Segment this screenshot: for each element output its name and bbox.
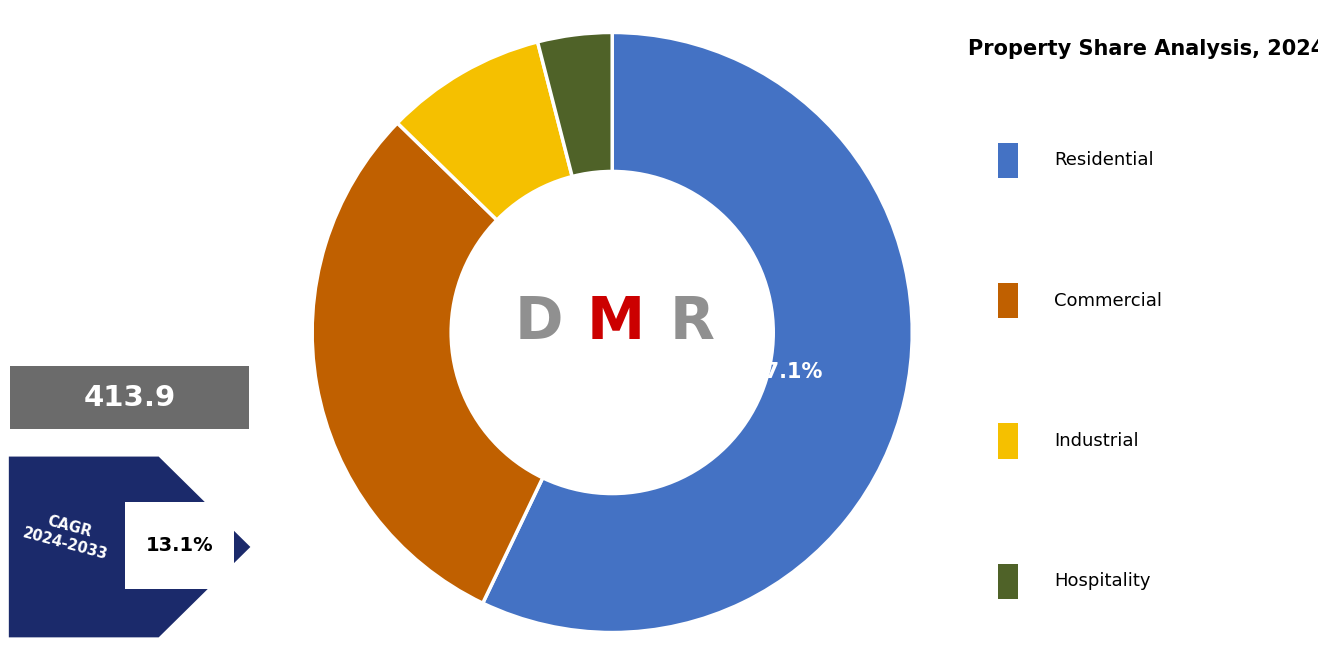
FancyBboxPatch shape — [999, 424, 1019, 459]
FancyBboxPatch shape — [999, 283, 1019, 318]
Wedge shape — [398, 42, 572, 221]
Circle shape — [449, 170, 775, 495]
Wedge shape — [538, 33, 612, 178]
Text: Residential: Residential — [1054, 151, 1155, 169]
Wedge shape — [312, 123, 543, 603]
Wedge shape — [482, 33, 912, 632]
FancyBboxPatch shape — [11, 366, 249, 429]
Text: D: D — [514, 295, 563, 351]
Text: Industrial: Industrial — [1054, 432, 1139, 450]
Text: 13.1%: 13.1% — [145, 536, 214, 555]
Polygon shape — [8, 456, 252, 638]
FancyBboxPatch shape — [125, 502, 233, 589]
Text: Hospitality: Hospitality — [1054, 573, 1151, 591]
Text: R: R — [670, 295, 714, 351]
Text: 413.9: 413.9 — [84, 384, 175, 412]
Text: Commercial: Commercial — [1054, 291, 1162, 310]
Text: Property Share Analysis, 2024: Property Share Analysis, 2024 — [967, 39, 1318, 59]
Text: M: M — [587, 295, 645, 351]
Text: The Kingdom of Saudi
Arabia Real Estate
Market Size
(USD Billion), 2024: The Kingdom of Saudi Arabia Real Estate … — [30, 243, 229, 317]
Text: Dimension
Market
Research: Dimension Market Research — [43, 20, 216, 117]
FancyBboxPatch shape — [999, 142, 1019, 178]
Text: 57.1%: 57.1% — [751, 362, 824, 382]
Text: CAGR
2024-2033: CAGR 2024-2033 — [21, 508, 113, 563]
FancyBboxPatch shape — [999, 564, 1019, 599]
